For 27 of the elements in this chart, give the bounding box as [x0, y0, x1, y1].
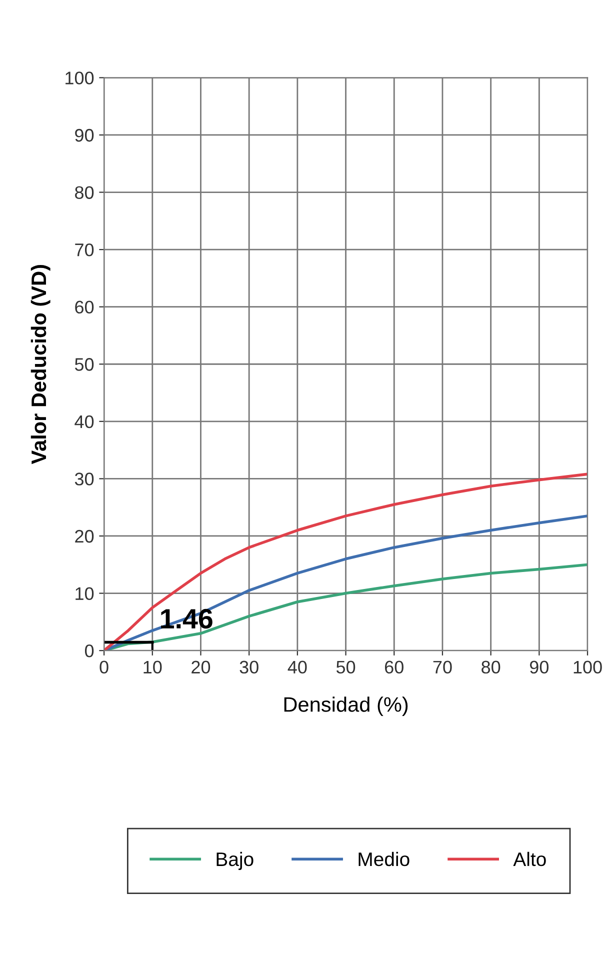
x-tick-label: 70	[433, 660, 452, 674]
x-tick-label: 10	[144, 660, 162, 674]
legend-label: Medio	[358, 852, 410, 866]
y-tick-label: 10	[76, 587, 94, 600]
x-tick-label: 20	[192, 660, 210, 674]
y-tick-label: 100	[66, 72, 94, 84]
y-tick-label: 60	[75, 300, 94, 314]
x-tick-label: 30	[240, 660, 258, 674]
y-tick-label: 90	[75, 128, 94, 142]
x-tick-label: 100	[574, 660, 602, 674]
legend-label: Bajo	[216, 852, 254, 870]
x-tick-label: 90	[530, 660, 549, 674]
x-tick-label: 80	[482, 660, 500, 674]
y-axis-title: Valor Deducido (VD)	[30, 265, 50, 464]
y-tick-label: 20	[75, 530, 94, 543]
x-axis-title: Densidad (%)	[284, 696, 408, 716]
y-tick-label: 80	[75, 186, 94, 199]
y-tick-label: 50	[74, 358, 94, 371]
y-tick-label: 70	[75, 243, 94, 256]
x-tick-label: 40	[288, 660, 307, 674]
legend-label: Alto	[513, 852, 546, 866]
y-tick-label: 0	[84, 644, 94, 658]
y-tick-label: 30	[74, 472, 94, 486]
x-tick-label: 60	[385, 660, 404, 674]
x-tick-label: 50	[336, 660, 356, 674]
y-tick-label: 40	[74, 415, 94, 428]
x-tick-label: 0	[100, 660, 108, 674]
